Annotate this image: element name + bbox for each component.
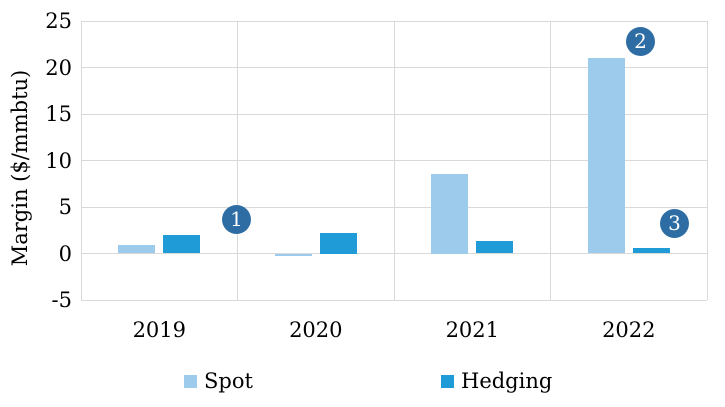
y-tick-label: 10 [45, 148, 72, 173]
bar-spot-2022 [587, 58, 625, 254]
bar-spot-2020 [274, 253, 312, 257]
gridline-vertical [393, 21, 395, 300]
legend-label-hedging: Hedging [461, 369, 553, 393]
legend-label-spot: Spot [204, 369, 253, 393]
y-tick-label: 25 [45, 9, 72, 33]
x-axis-label: 2022 [602, 318, 656, 342]
y-tick-label: 15 [45, 102, 72, 126]
bar-hedging-2019 [163, 234, 201, 254]
annotation-circle-2: 2 [626, 27, 655, 56]
gridline-vertical [706, 21, 708, 300]
x-axis-label: 2020 [289, 318, 343, 342]
annotation-circle-1: 1 [222, 205, 251, 234]
gridline-vertical [237, 21, 238, 300]
bar-hedging-2022 [632, 247, 670, 254]
bar-spot-2019 [118, 245, 156, 254]
legend-swatch-spot-icon [184, 374, 197, 388]
y-tick-label: 20 [45, 55, 72, 80]
bar-hedging-2020 [319, 233, 357, 254]
x-axis-label: 2019 [132, 318, 187, 342]
y-tick-label: -5 [51, 288, 72, 312]
gridline-vertical [80, 21, 82, 300]
legend-item-spot: Spot [184, 369, 253, 393]
legend-item-hedging: Hedging [441, 369, 552, 393]
legend-swatch-hedging-icon [441, 374, 454, 388]
y-tick-label: 0 [58, 241, 72, 266]
y-tick-label: 5 [58, 195, 72, 219]
annotation-circle-3: 3 [660, 209, 689, 238]
gridline-vertical [550, 21, 551, 300]
bar-hedging-2021 [476, 241, 514, 254]
x-axis-label: 2021 [445, 318, 500, 342]
gridline-horizontal [81, 299, 707, 301]
bar-spot-2021 [431, 173, 469, 254]
